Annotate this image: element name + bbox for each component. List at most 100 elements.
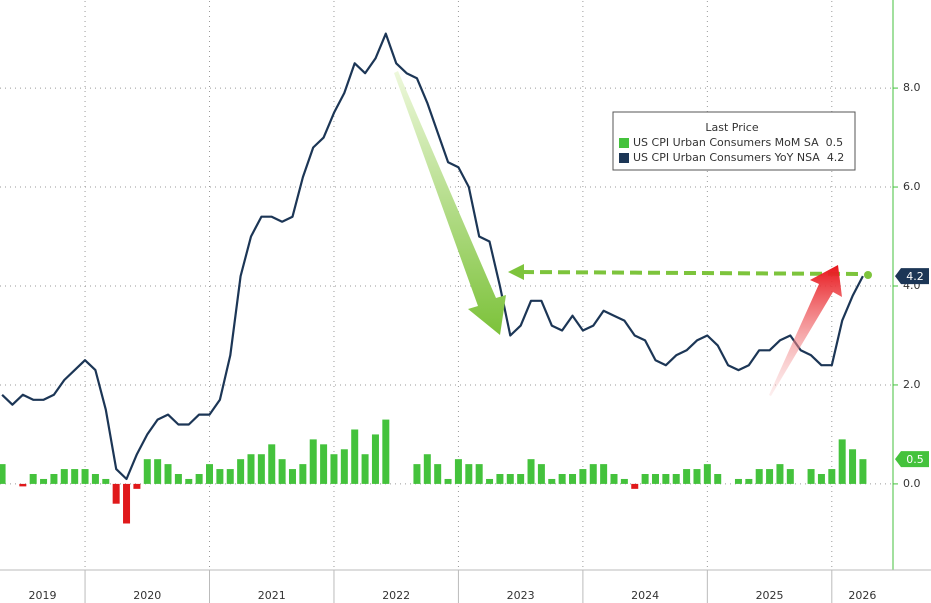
bar [755, 469, 763, 484]
bar [413, 464, 421, 484]
bar [662, 474, 670, 484]
bar [154, 459, 162, 484]
bar [703, 464, 711, 484]
bar [817, 474, 825, 484]
bar [807, 469, 815, 484]
y-tick-label: 8.0 [903, 81, 921, 94]
marks [0, 32, 867, 524]
dashed-arrow-end [864, 271, 872, 279]
dashed-arrow [521, 270, 863, 276]
bar [226, 469, 234, 484]
bar [174, 474, 182, 484]
bar [828, 469, 836, 484]
bar [309, 439, 317, 484]
bar [610, 474, 618, 484]
bar [589, 464, 597, 484]
x-tick-label: 2022 [382, 589, 410, 602]
last-value-box [895, 268, 929, 285]
bar [185, 478, 193, 484]
bar [569, 474, 577, 484]
bar [91, 474, 99, 484]
bar [50, 474, 58, 484]
annotations [394, 71, 872, 396]
bar [527, 459, 535, 484]
bar [216, 469, 224, 484]
bar [465, 464, 473, 484]
bar [475, 464, 483, 484]
bar [766, 469, 774, 484]
x-tick-label: 2020 [133, 589, 161, 602]
bar [361, 454, 369, 484]
bar [486, 478, 494, 484]
bar [849, 449, 857, 484]
x-tick-label: 2023 [507, 589, 535, 602]
legend-swatch [619, 138, 629, 148]
legend-swatch [619, 153, 629, 163]
x-tick-label: 2025 [756, 589, 784, 602]
legend-entries: US CPI Urban Consumers MoM SA 0.5 US CPI U… [619, 136, 844, 164]
bar [734, 478, 742, 484]
bar [268, 444, 276, 484]
last-value-label: 0.5 [906, 453, 924, 466]
bar [247, 454, 255, 484]
bar [506, 474, 514, 484]
dashed-arrow-head [508, 264, 524, 280]
bar [548, 478, 556, 484]
legend-title: Last Price [705, 121, 758, 134]
bar [454, 459, 462, 484]
line [1, 32, 864, 481]
bar [133, 483, 141, 489]
bar [672, 474, 680, 484]
bar [257, 454, 265, 484]
bar [288, 469, 296, 484]
y-tick-label: 6.0 [903, 180, 921, 193]
bar [714, 474, 722, 484]
bar [382, 419, 390, 484]
y-tick-label: 2.0 [903, 378, 921, 391]
last-value-label: 4.2 [906, 270, 924, 283]
bar [776, 464, 784, 484]
bar [81, 469, 89, 484]
bar [102, 478, 110, 484]
bar [278, 459, 286, 484]
y-tick-label: 0.0 [903, 477, 921, 490]
bar [19, 483, 27, 487]
legend: Last Price US CPI Urban Consumers MoM SA… [612, 111, 856, 171]
bar [320, 444, 328, 484]
down-arrow [394, 71, 506, 335]
x-tick-label: 2019 [29, 589, 57, 602]
bar [631, 483, 639, 489]
bar [786, 469, 794, 484]
bar [143, 459, 151, 484]
bar [693, 469, 701, 484]
legend-value: 4.2 [827, 151, 845, 164]
legend-label: US CPI Urban Consumers YoY NSA [633, 151, 820, 164]
up-arrow [769, 265, 842, 396]
bar [164, 464, 172, 484]
bar [423, 454, 431, 484]
bar [496, 474, 504, 484]
bar [29, 474, 37, 484]
last-value-box [895, 451, 929, 468]
bar [745, 478, 753, 484]
bar [71, 469, 79, 484]
bar [123, 483, 131, 524]
bar [351, 429, 359, 484]
legend-box [612, 111, 856, 171]
bar [330, 454, 338, 484]
bar [206, 464, 214, 484]
bar [112, 483, 120, 504]
bar [651, 474, 659, 484]
bar [299, 464, 307, 484]
bar [620, 478, 628, 484]
bar [600, 464, 608, 484]
bar [641, 474, 649, 484]
bar [838, 439, 846, 484]
bar [237, 459, 245, 484]
bar [195, 474, 203, 484]
x-tick-label: 2024 [631, 589, 659, 602]
bar [340, 449, 348, 484]
